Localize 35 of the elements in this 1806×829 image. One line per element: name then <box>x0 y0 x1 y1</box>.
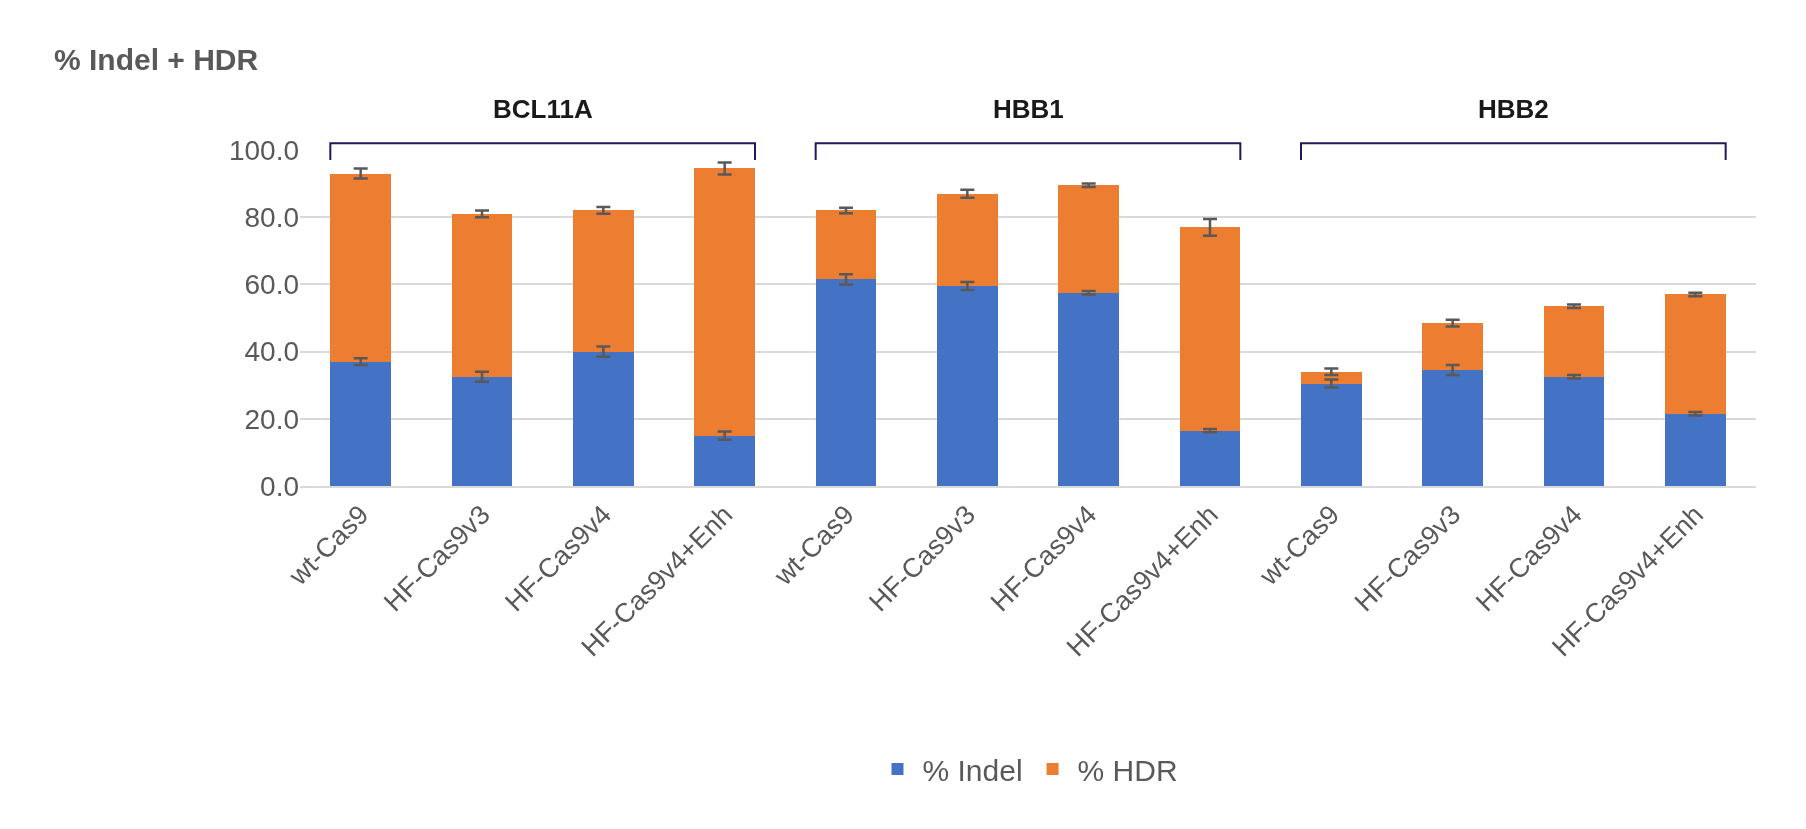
bar <box>1058 185 1119 293</box>
bar <box>330 361 391 486</box>
bar <box>694 168 755 436</box>
bar <box>573 351 634 486</box>
y-tick-label: 60.0 <box>244 269 299 301</box>
bar <box>451 376 513 486</box>
bar <box>937 193 998 287</box>
legend-label: % HDR <box>1077 753 1178 787</box>
bar <box>1422 370 1483 486</box>
bar <box>573 210 634 352</box>
text: HBB1 <box>993 94 1064 124</box>
bar <box>451 213 513 377</box>
bar <box>1665 294 1726 414</box>
y-tick-label: 0.0 <box>260 470 299 502</box>
bar <box>1422 323 1483 371</box>
text: HBB2 <box>1478 94 1549 124</box>
bar <box>815 210 877 280</box>
bar <box>815 279 877 486</box>
bar <box>1301 383 1362 486</box>
legend-label: % Indel <box>922 753 1023 787</box>
bar <box>1543 306 1605 377</box>
text: BCL11A <box>493 94 593 124</box>
bar <box>694 435 755 486</box>
bar <box>1179 430 1241 486</box>
bar <box>1665 413 1726 486</box>
bar <box>330 173 391 362</box>
bar <box>1058 292 1119 486</box>
y-tick-label: 100.0 <box>228 134 299 166</box>
y-axis-title: % Indel + HDR <box>54 43 259 76</box>
y-tick-label: 20.0 <box>244 403 299 435</box>
bar <box>937 286 998 486</box>
y-tick-label: 80.0 <box>244 202 299 233</box>
bar <box>1543 376 1605 486</box>
y-tick-label: 40.0 <box>244 336 299 368</box>
bar <box>1179 227 1241 431</box>
